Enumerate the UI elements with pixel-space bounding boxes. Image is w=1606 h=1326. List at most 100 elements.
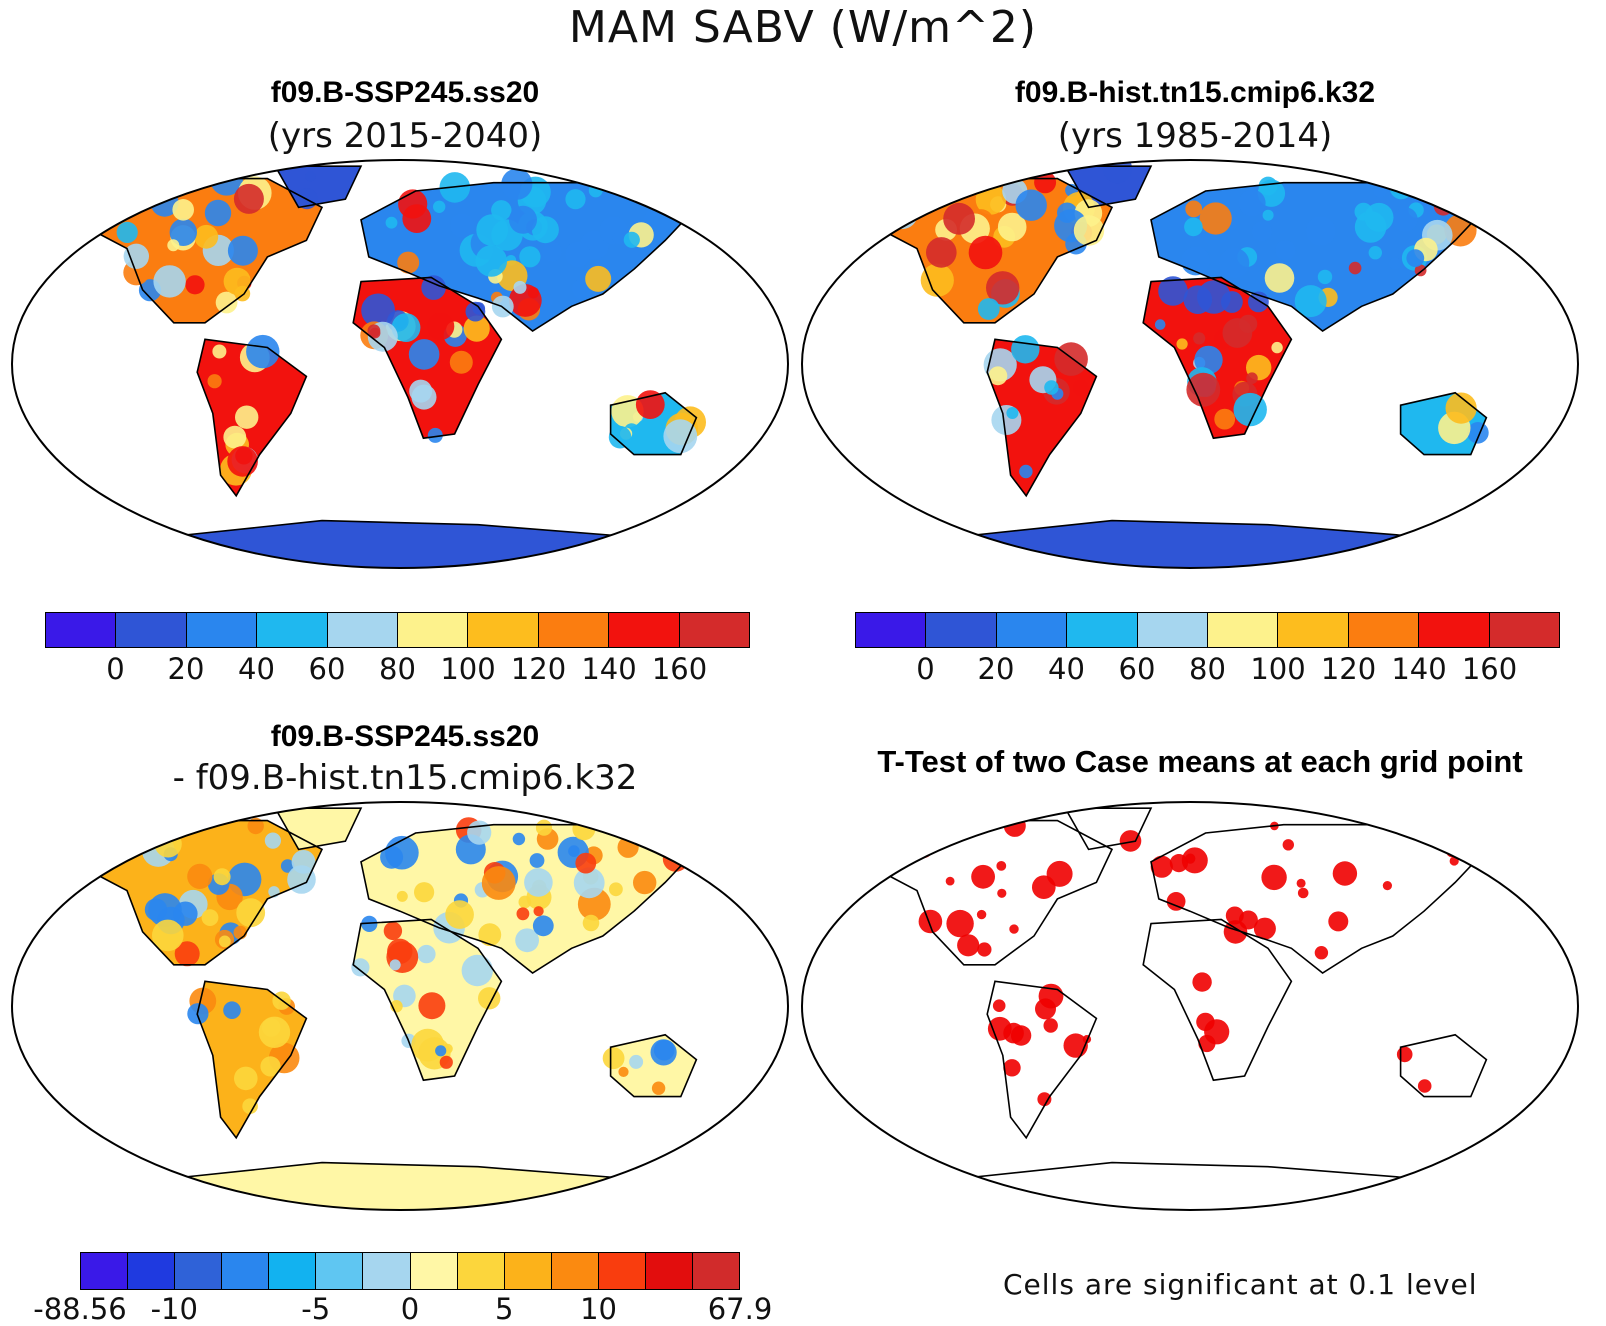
land-africa [1143,919,1292,1081]
data-cell [1186,372,1221,407]
coastline [1399,391,1488,456]
colorbar-tick-label: 0 [916,652,935,686]
data-cell [997,888,1007,898]
colorbar-swatch [1419,613,1490,647]
data-cell [918,909,943,934]
panel-4-title: T-Test of two Case means at each grid po… [877,744,1523,779]
colorbar-tick-label: 60 [308,652,346,686]
colorbar-tick-label: 67.9 [707,1292,773,1326]
panel-2-colorbar-ticks: 0 20 40 60 80 100 120 140 160 [855,652,1560,688]
coastline [1399,1033,1488,1098]
colorbar-tick-label: 140 [1391,652,1447,686]
data-cell [385,216,398,229]
colorbar-swatch [269,1253,317,1289]
colorbar-swatch [116,613,187,647]
colorbar-tick-label: -88.56 [33,1292,127,1326]
data-cell [1233,392,1267,427]
data-cell [223,1001,241,1019]
panel-3-title: f09.B-SSP245.ss20 [270,720,540,753]
data-cell [280,859,295,873]
data-cell [187,863,213,889]
data-cell [213,868,231,886]
data-cell [988,366,1008,386]
land-southAmerica [987,339,1097,496]
colorbar-tick-label: 0 [106,652,125,686]
data-cell [653,1039,675,1061]
coastline [273,807,363,851]
data-cell [408,339,440,370]
colorbar-tick-label: -10 [150,1292,198,1326]
colorbar-tick-label: 60 [1118,652,1156,686]
data-cell [582,914,600,932]
data-cell [608,425,632,449]
data-cell [1166,892,1186,911]
colorbar-swatch [128,1253,176,1289]
data-cell [223,425,247,449]
data-cell [1176,338,1188,350]
panel-3-colorbar-ticks: -88.56 -10 -5 0 5 10 67.9 [33,1292,772,1326]
colorbar-tick-label: 80 [1189,652,1226,686]
data-cell [512,832,526,846]
data-cell [575,852,597,874]
data-cell [236,898,266,928]
data-cell [623,231,640,248]
data-cell [1305,216,1336,246]
data-cell [201,909,219,926]
data-cell [1417,1079,1432,1093]
panel-3-map [11,801,789,1211]
data-cell [1169,854,1188,873]
data-cell [194,224,219,249]
colorbar-tick-label: 120 [1320,652,1377,686]
colorbar-swatch [551,1253,599,1289]
data-cell [185,275,205,295]
data-cell [519,246,541,268]
data-cell [115,824,142,851]
data-cell [305,171,316,182]
data-cell [445,900,474,929]
coastline [1142,918,1293,1082]
data-cell [481,866,516,900]
data-cell [1003,1022,1024,1044]
colorbar-tick-label: 140 [581,652,637,686]
data-cell [396,890,408,902]
data-cell [1262,209,1274,221]
data-cell [1368,246,1382,260]
coastline [352,918,503,1082]
coastline [352,276,503,440]
data-cell [1222,318,1253,348]
data-cell [291,850,316,874]
panel-3-colorbar [80,1252,740,1290]
data-cell [997,212,1027,242]
data-cell [1183,285,1213,314]
data-cell [971,864,995,889]
data-cell [1037,1092,1052,1107]
data-cell [148,893,182,927]
data-cell [957,934,980,957]
colorbar-swatch [598,1253,646,1289]
data-cell [1046,860,1073,887]
data-cell [612,231,625,245]
data-cell [233,183,264,214]
data-cell [207,374,222,389]
colorbar-tick-label: 100 [440,652,496,686]
data-cell [533,906,544,917]
colorbar-swatch [468,613,539,647]
data-cell [383,921,403,941]
colorbar-tick-label: 120 [510,652,567,686]
data-cell [1003,1059,1021,1077]
data-cell [172,199,194,221]
data-cell [992,999,1006,1012]
data-cell [397,251,420,274]
data-cell [516,907,530,921]
colorbar-swatch [609,613,680,647]
data-cell [541,241,562,262]
data-cell [369,327,381,339]
data-cell [1221,291,1243,313]
data-cell [565,241,591,268]
colorbar-tick-label: 40 [238,652,275,686]
data-cell [1009,924,1019,934]
data-cell [246,334,280,369]
colorbar-tick-label: 160 [1461,652,1518,686]
data-cell [1246,372,1258,384]
data-cell [976,909,987,920]
